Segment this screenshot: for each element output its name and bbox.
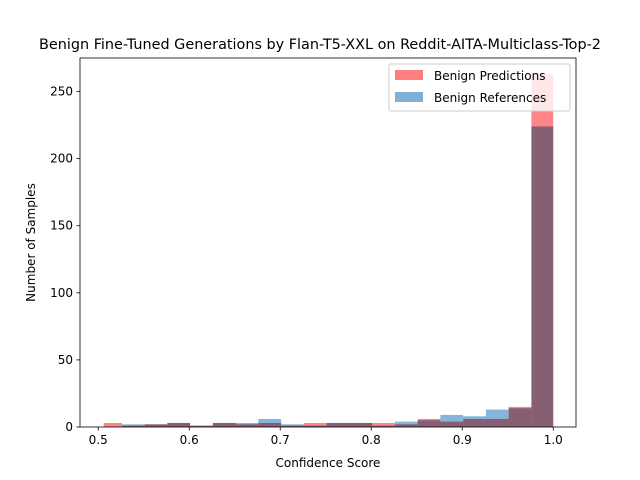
x-tick-label: 0.7 [271, 433, 290, 447]
bar-benign-references-6 [258, 418, 282, 427]
y-tick-label: 150 [50, 219, 73, 233]
bar-benign-predictions-0 [103, 422, 122, 427]
y-tick-label: 50 [58, 353, 73, 367]
y-tick-label: 200 [50, 152, 73, 166]
y-tick-label: 100 [50, 286, 73, 300]
bar-benign-references-14 [440, 414, 464, 427]
legend: Benign Predictions Benign References [388, 63, 571, 112]
bar-benign-references-18 [531, 126, 554, 428]
x-axis-label: Confidence Score [276, 456, 381, 470]
legend-swatch-benign-references [395, 92, 423, 102]
bar-benign-references-11 [372, 425, 395, 427]
x-tick-label: 0.5 [89, 433, 108, 447]
bar-benign-references-4 [212, 422, 236, 427]
bar-benign-predictions-12 [372, 422, 395, 427]
bars-layer [103, 74, 554, 428]
plot-frame [79, 57, 577, 428]
legend-frame [388, 63, 571, 112]
legend-label-benign-references: Benign References [434, 91, 546, 105]
bar-benign-references-8 [303, 425, 327, 427]
bar-benign-references-1 [144, 424, 168, 427]
x-tick-label: 0.8 [362, 433, 381, 447]
chart-title: Benign Fine-Tuned Generations by Flan-T5… [39, 37, 601, 53]
bar-benign-predictions-9 [303, 422, 327, 427]
x-tick-label: 0.6 [180, 433, 199, 447]
bar-benign-references-7 [281, 424, 304, 427]
x-tick-label: 1.0 [544, 433, 563, 447]
bar-benign-references-5 [235, 422, 259, 427]
bar-benign-references-2 [167, 422, 191, 427]
bar-benign-references-16 [485, 409, 509, 427]
bar-benign-references-17 [508, 408, 532, 427]
bar-benign-references-0 [121, 424, 145, 427]
x-axis: 0.5 0.6 0.7 0.8 0.9 1.0 [89, 427, 563, 447]
y-tick-label: 250 [50, 85, 73, 99]
bar-benign-references-3 [190, 425, 213, 427]
bar-benign-references-12 [394, 421, 418, 427]
y-axis-label: Number of Samples [24, 183, 38, 302]
y-axis: 0 50 100 150 200 250 [50, 85, 80, 434]
legend-label-benign-predictions: Benign Predictions [434, 69, 545, 83]
bar-benign-references-13 [417, 420, 441, 427]
bar-benign-references-9 [326, 422, 350, 427]
bar-benign-references-10 [349, 422, 373, 427]
x-tick-label: 0.9 [453, 433, 472, 447]
bar-benign-references-15 [463, 416, 486, 427]
y-tick-label: 0 [65, 420, 73, 434]
legend-swatch-benign-predictions [395, 70, 423, 80]
